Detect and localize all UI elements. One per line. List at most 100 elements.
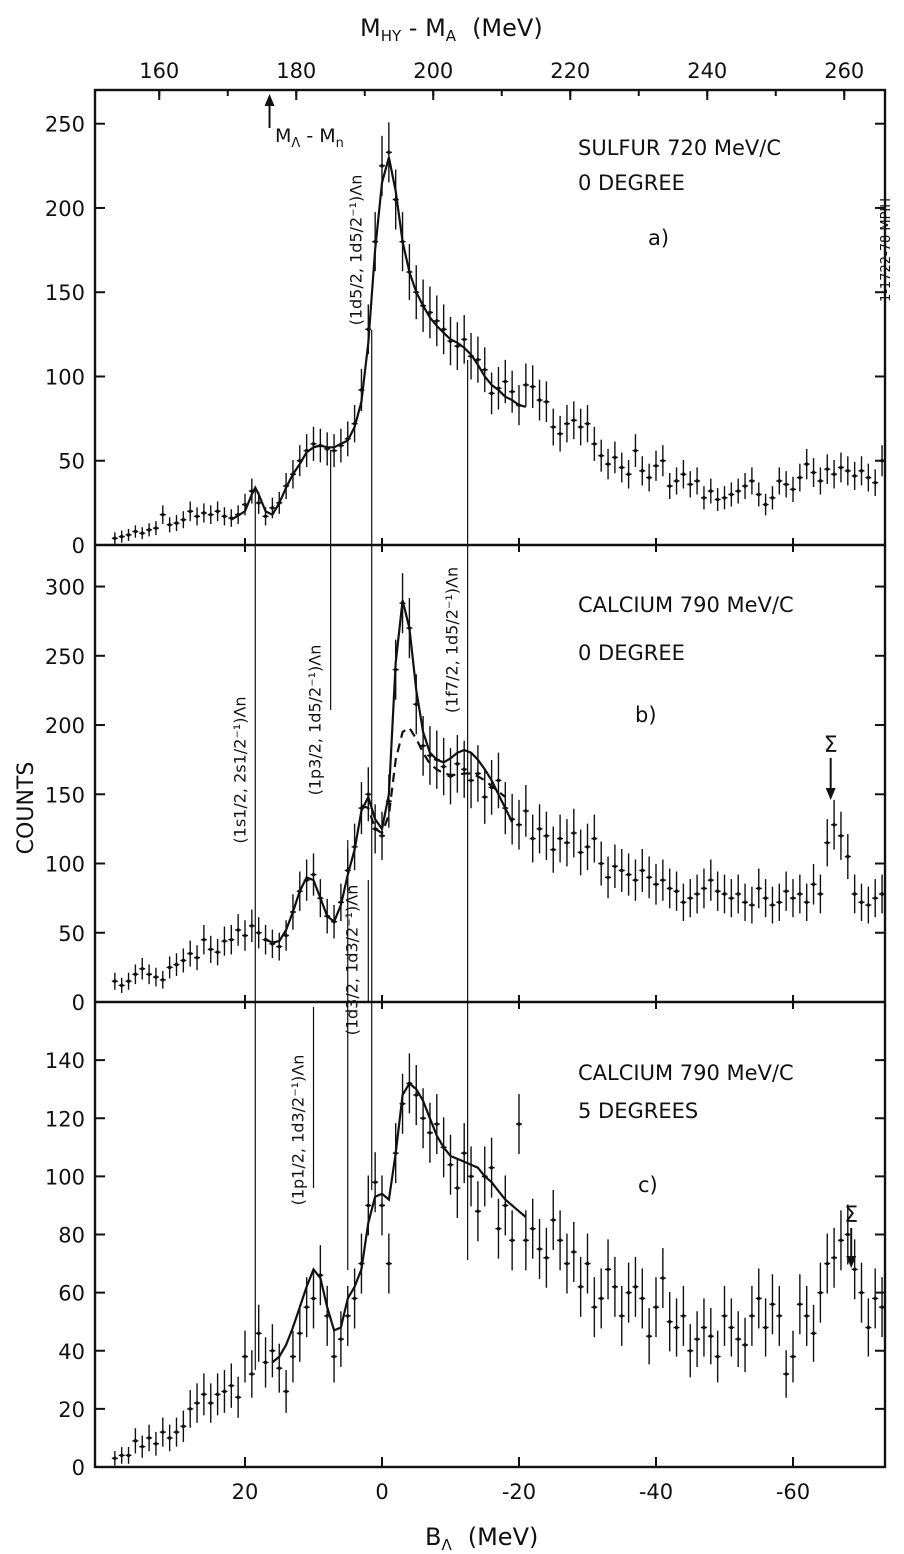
data-point (804, 1314, 809, 1318)
data-point (174, 1430, 179, 1434)
y-axis-tick-label: 250 (45, 113, 85, 137)
data-point (599, 453, 603, 458)
data-point (113, 979, 117, 984)
bottom-axis-tick-label: -40 (639, 1480, 673, 1504)
state-label-1d52: (1d5/2, 1d5/2⁻¹)Λn (347, 175, 366, 326)
data-point (743, 900, 747, 905)
top-axis-tick-label: 260 (824, 59, 864, 83)
data-point (798, 475, 802, 480)
data-point (798, 892, 802, 896)
data-point (428, 310, 432, 315)
data-point (517, 1122, 521, 1126)
data-point (640, 1296, 645, 1301)
data-point (256, 501, 261, 505)
data-point (585, 1261, 590, 1266)
data-point (681, 472, 686, 477)
state-label-1p12: (1p1/2, 1d3/2⁻¹)Λn (289, 1055, 308, 1206)
data-point (469, 778, 473, 783)
data-point (722, 496, 727, 500)
data-point (777, 900, 782, 905)
data-point (770, 1302, 775, 1307)
data-point (791, 487, 795, 492)
data-point (804, 462, 809, 466)
data-point (613, 864, 617, 869)
data-point (140, 1444, 145, 1449)
data-point (736, 892, 740, 896)
data-point (613, 1285, 617, 1289)
plot-frame (93, 88, 887, 1469)
fit-curve (230, 157, 527, 521)
data-point (325, 1314, 330, 1318)
data-point (263, 514, 268, 519)
data-point (832, 822, 836, 827)
sigma-marker-b-label: Σ (824, 733, 838, 758)
data-point (243, 502, 247, 507)
threshold-label: MΛ - Mn (275, 125, 344, 151)
data-point (195, 1401, 199, 1405)
data-point (352, 1296, 357, 1301)
data-point (640, 868, 645, 873)
y-axis-tick-label: 150 (45, 281, 85, 305)
data-point (366, 792, 371, 797)
data-point (140, 966, 145, 971)
data-point (455, 344, 460, 348)
y-axis-tick-label: 0 (72, 991, 85, 1015)
data-point (654, 882, 658, 887)
data-point (524, 809, 528, 813)
data-point (804, 900, 809, 905)
data-point (715, 889, 720, 894)
bottom-axis-tick-label: 20 (232, 1480, 259, 1504)
svg-text:b): b) (635, 703, 657, 727)
data-point (126, 979, 131, 984)
data-point (537, 827, 542, 831)
bottom-axis-title: BΛ (MeV) (425, 1523, 538, 1554)
data-point (339, 1337, 343, 1341)
data-point (482, 367, 487, 372)
top-axis-title: MHY - MA (MeV) (360, 14, 543, 45)
data-point (167, 1436, 172, 1440)
data-point (345, 1314, 350, 1318)
data-point (770, 496, 775, 500)
data-point (256, 1331, 261, 1336)
data-point (592, 836, 597, 841)
data-point (284, 933, 288, 938)
bottom-axis-tick-label: 0 (375, 1480, 388, 1504)
svg-text:0 DEGREE: 0 DEGREE (578, 171, 685, 195)
data-point (558, 431, 562, 436)
svg-text:0 DEGREE: 0 DEGREE (578, 641, 685, 665)
data-point (565, 1261, 569, 1266)
data-point (880, 458, 884, 463)
data-point (387, 150, 391, 155)
data-point (435, 319, 439, 323)
data-point (565, 421, 569, 426)
data-point (613, 455, 617, 460)
y-axis-tick-label: 300 (45, 576, 85, 600)
data-point (222, 1389, 227, 1394)
data-point (709, 489, 713, 493)
data-point (606, 1267, 610, 1272)
data-point (517, 822, 521, 827)
data-point (811, 470, 816, 475)
data-point (866, 903, 871, 907)
data-point (208, 947, 213, 952)
data-point (681, 1314, 686, 1318)
data-point (626, 872, 631, 877)
data-point (188, 509, 192, 514)
y-axis-tick-label: 200 (45, 714, 85, 738)
data-point (777, 1314, 782, 1318)
data-point (174, 962, 179, 967)
data-point (846, 854, 850, 859)
data-point (633, 448, 638, 453)
data-point (763, 896, 768, 900)
top-axis-tick-label: 160 (139, 59, 179, 83)
data-point (161, 978, 165, 982)
data-point (544, 834, 549, 838)
data-point (524, 1238, 528, 1243)
data-point (256, 930, 261, 935)
data-point (537, 1247, 542, 1251)
data-point (236, 928, 240, 932)
data-point (366, 1203, 371, 1208)
data-point (599, 861, 603, 866)
data-point (873, 1296, 877, 1301)
data-point (298, 1331, 302, 1336)
